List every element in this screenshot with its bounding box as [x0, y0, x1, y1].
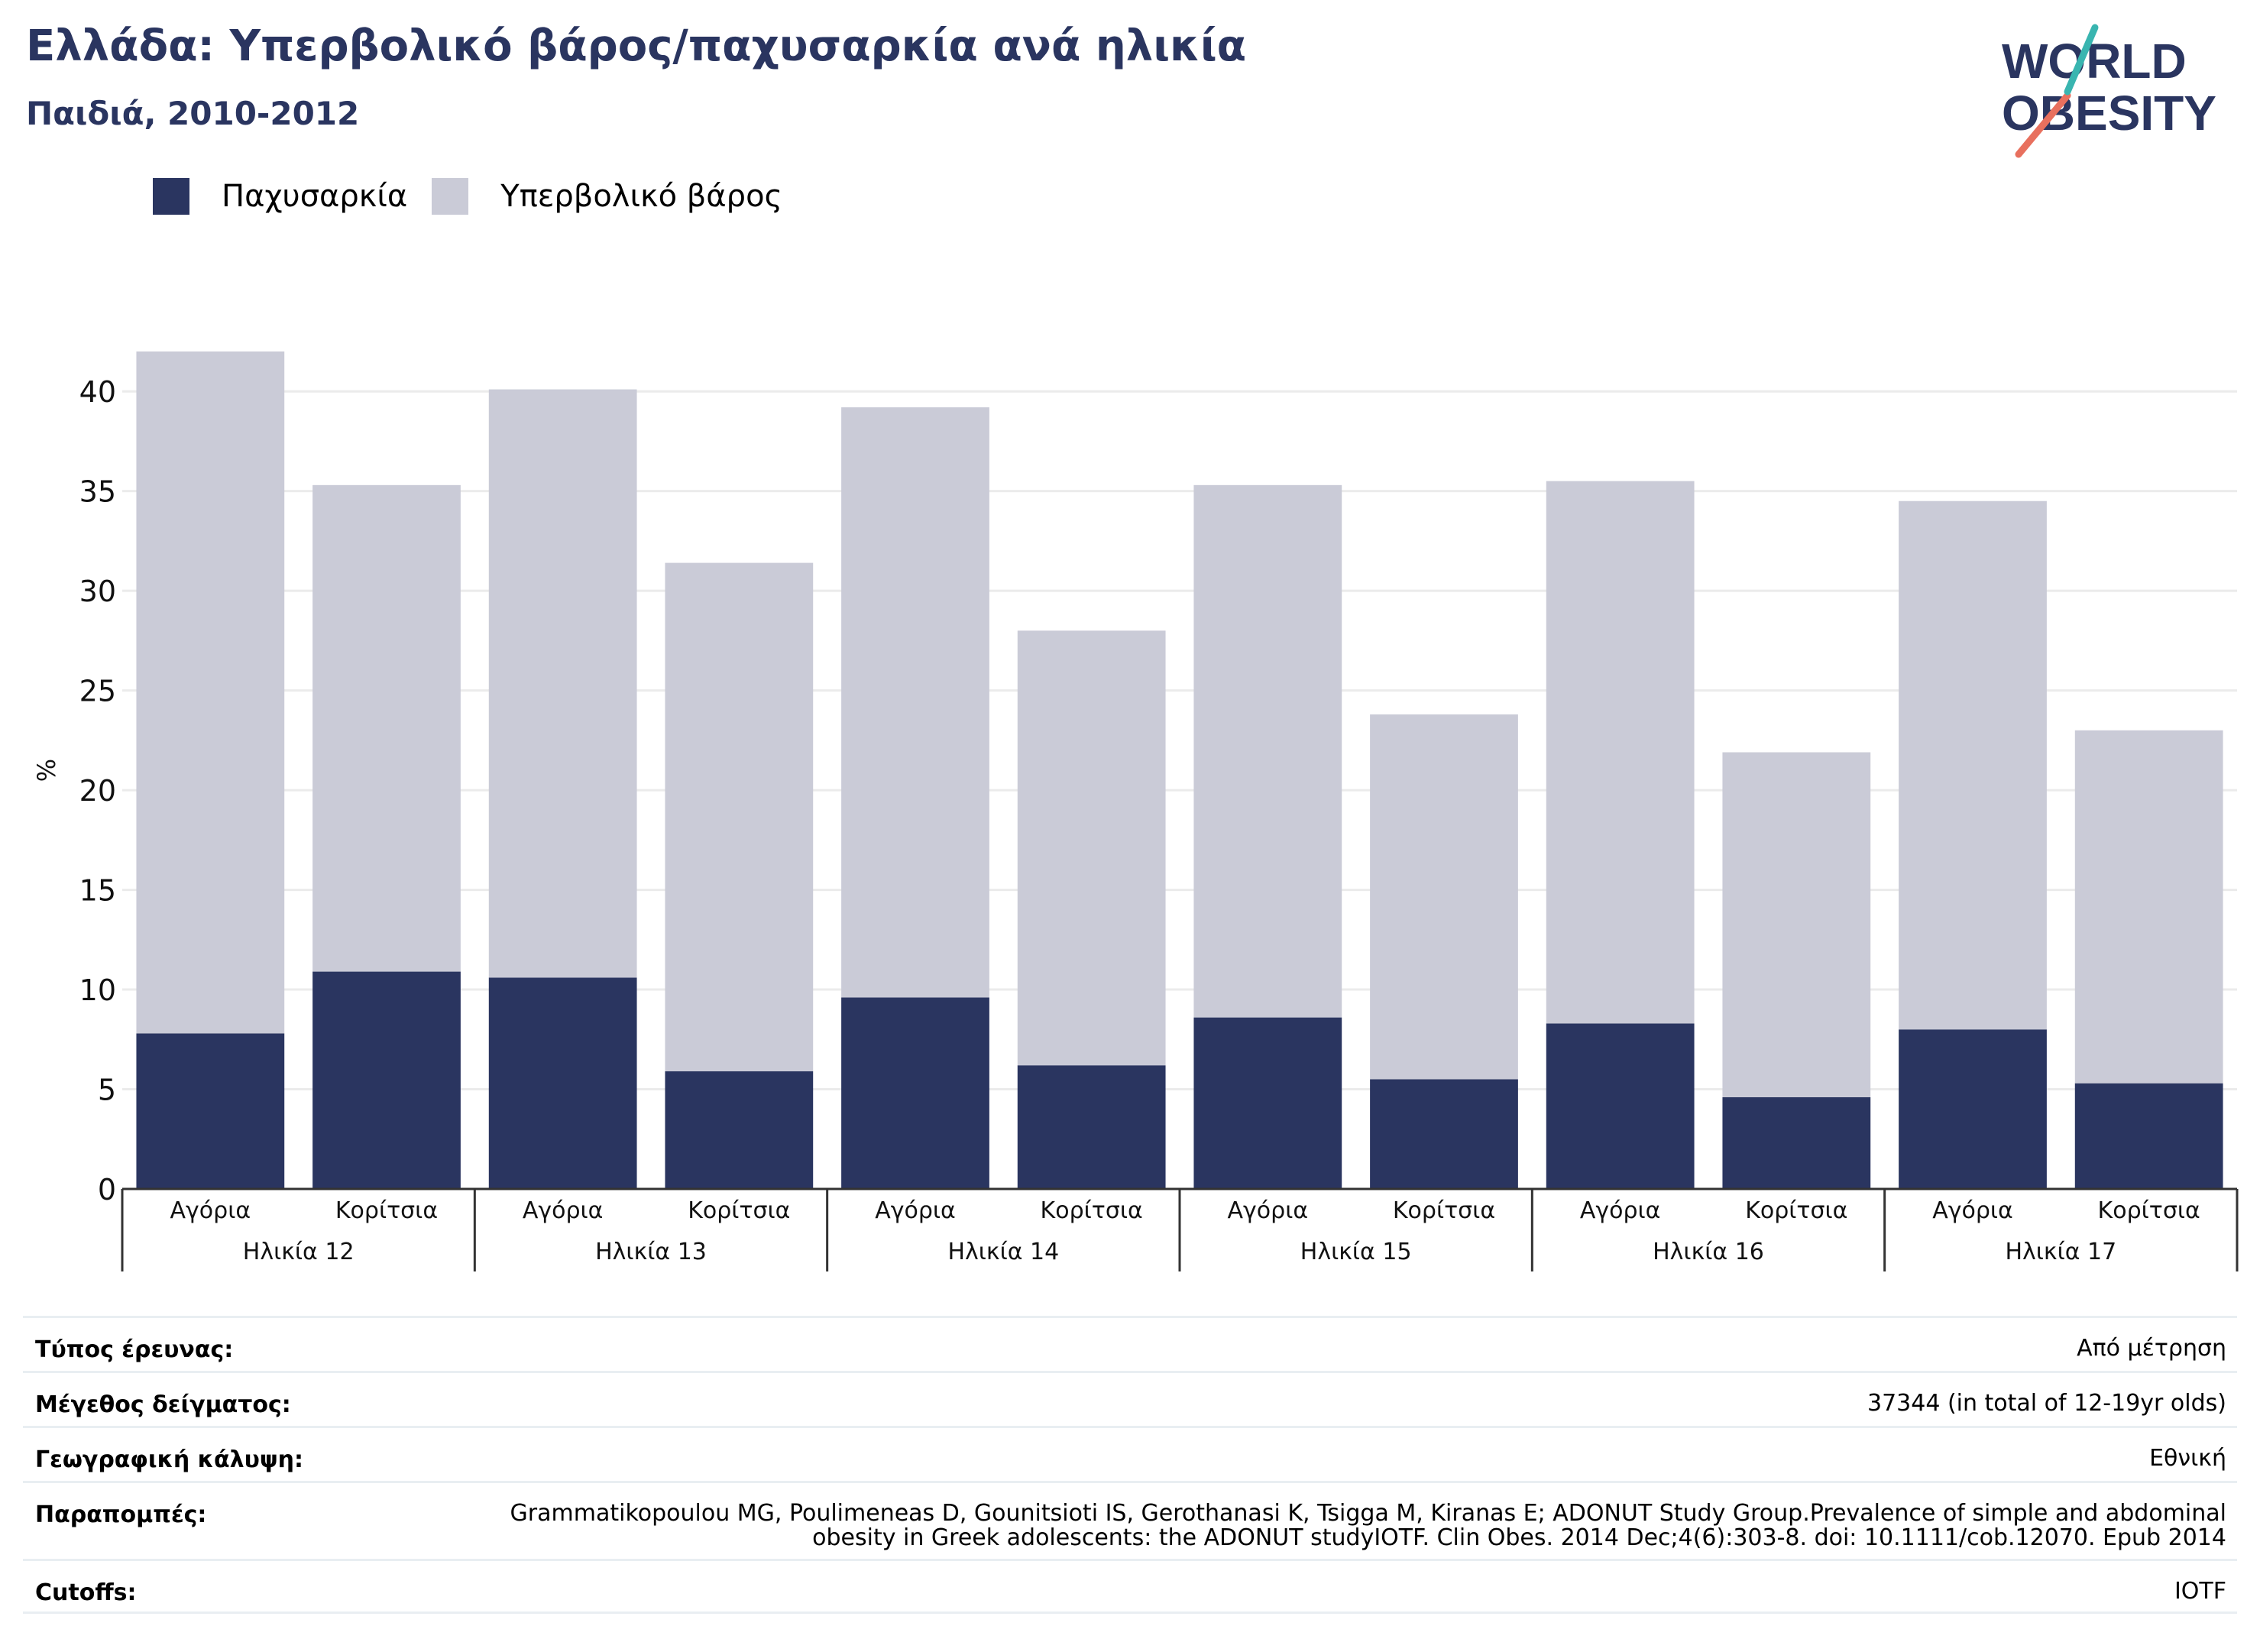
info-row-coverage: Γεωγραφική κάλυψη: Εθνική: [23, 1426, 2237, 1481]
x-category-label: Αγόρια: [170, 1197, 251, 1224]
y-axis-label: %: [32, 759, 61, 782]
bar-overweight: [1899, 500, 2047, 1030]
x-category-label: Αγόρια: [1580, 1197, 1661, 1224]
x-group-label: Ηλικία 14: [947, 1239, 1059, 1265]
x-category-label: Κορίτσια: [335, 1197, 438, 1224]
bar-overweight: [1722, 752, 1871, 1097]
info-row-survey-type: Τύπος έρευνας: Από μέτρηση: [23, 1316, 2237, 1371]
x-category-label: Κορίτσια: [1041, 1197, 1143, 1224]
info-value: 37344 (in total of 12-19yr olds): [1867, 1390, 2226, 1417]
info-row-cutoffs: Cutoffs: IOTF: [23, 1559, 2237, 1614]
bar-overweight: [1370, 714, 1518, 1080]
info-row-references: Παραπομπές: Grammatikopoulou MG, Poulime…: [23, 1481, 2237, 1559]
x-category-label: Κορίτσια: [2098, 1197, 2200, 1224]
bar-obesity: [1546, 1023, 1695, 1189]
info-value: Grammatikopoulou MG, Poulimeneas D, Goun…: [510, 1500, 2226, 1551]
bar-overweight: [841, 407, 989, 998]
bar-obesity: [2074, 1083, 2223, 1189]
bar-obesity: [1017, 1065, 1166, 1189]
bar-obesity: [312, 971, 461, 1189]
y-tick-label: 20: [79, 774, 116, 808]
bar-obesity: [136, 1033, 285, 1189]
logo-line-1: WORLD: [2002, 34, 2187, 89]
bar-obesity: [1899, 1029, 2047, 1189]
y-tick-label: 25: [79, 675, 116, 708]
stacked-bar-chart: 0 5 10 15 20 25 30 35 40% Αγόρια Κορίτσια Αγόρια Κορ…: [32, 351, 2239, 1271]
bar-overweight: [1017, 630, 1166, 1066]
chart-legend: Παχυσαρκία Υπερβολικό βάρος: [153, 176, 807, 217]
x-category-label: Κορίτσια: [1745, 1197, 1847, 1224]
bar-overweight: [2074, 730, 2223, 1084]
bar-obesity: [488, 977, 637, 1189]
x-category-label: Αγόρια: [523, 1197, 604, 1224]
legend-swatch-obesity: [153, 178, 189, 215]
bar-overweight: [488, 389, 637, 978]
bar-obesity: [841, 997, 989, 1189]
y-tick-label: 0: [98, 1173, 116, 1207]
x-group-label: Ηλικία 17: [2005, 1239, 2116, 1265]
chart-subtitle: Παιδιά, 2010-2012: [26, 95, 360, 132]
bar-overweight: [136, 351, 285, 1034]
info-label: Παραπομπές:: [35, 1501, 207, 1528]
info-value: IOTF: [2174, 1578, 2226, 1605]
x-category-label: Κορίτσια: [688, 1197, 790, 1224]
bar-overweight: [1193, 484, 1342, 1018]
info-row-sample-size: Μέγεθος δείγματος: 37344 (in total of 12…: [23, 1371, 2237, 1426]
bar-obesity: [1193, 1017, 1342, 1189]
x-group-label: Ηλικία 15: [1300, 1239, 1412, 1265]
world-obesity-logo: WORLD OBESITY: [2002, 24, 2216, 158]
survey-info-table: Τύπος έρευνας: Από μέτρηση Μέγεθος δείγμ…: [23, 1316, 2237, 1614]
bar-obesity: [665, 1071, 814, 1189]
bar-overweight: [1546, 481, 1695, 1024]
logo-slash-teal: [2064, 24, 2099, 96]
y-tick-label: 5: [98, 1074, 116, 1107]
info-label: Τύπος έρευνας:: [35, 1336, 234, 1363]
info-label: Cutoffs:: [35, 1579, 137, 1606]
x-category-label: Αγόρια: [1932, 1197, 2013, 1224]
legend-label-obesity: Παχυσαρκία: [222, 179, 408, 214]
y-tick-label: 30: [79, 575, 116, 608]
x-group-label: Ηλικία 12: [243, 1239, 355, 1265]
legend-swatch-overweight: [432, 178, 469, 215]
x-category-label: Αγόρια: [1228, 1197, 1309, 1224]
y-tick-label: 15: [79, 874, 116, 908]
bar-overweight: [665, 562, 814, 1072]
y-tick-label: 35: [79, 475, 116, 509]
legend-item-obesity[interactable]: Παχυσαρκία: [153, 178, 407, 215]
x-group-label: Ηλικία 16: [1653, 1239, 1764, 1265]
y-tick-label: 40: [79, 375, 116, 409]
bar-obesity: [1370, 1079, 1518, 1189]
info-value: Εθνική: [2149, 1445, 2226, 1472]
bar-overweight: [312, 484, 461, 972]
logo-slash-coral: [2015, 92, 2071, 158]
info-label: Μέγεθος δείγματος:: [35, 1391, 291, 1418]
x-group-label: Ηλικία 13: [595, 1239, 707, 1265]
x-category-label: Κορίτσια: [1393, 1197, 1495, 1224]
info-value: Από μέτρηση: [2077, 1335, 2226, 1362]
y-tick-label: 10: [79, 973, 116, 1007]
chart-title: Ελλάδα: Υπερβολικό βάρος/παχυσαρκία ανά …: [26, 21, 1247, 71]
info-label: Γεωγραφική κάλυψη:: [35, 1446, 304, 1473]
x-category-label: Αγόρια: [875, 1197, 956, 1224]
legend-item-overweight[interactable]: Υπερβολικό βάρος: [432, 178, 782, 215]
bar-obesity: [1722, 1096, 1871, 1189]
legend-label-overweight: Υπερβολικό βάρος: [500, 179, 783, 214]
